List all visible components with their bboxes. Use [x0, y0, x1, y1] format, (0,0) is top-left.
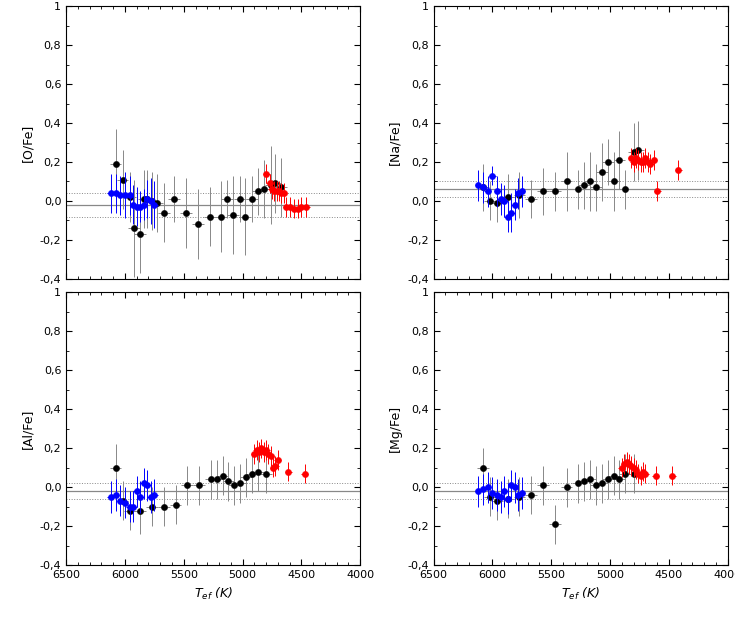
Y-axis label: [O/Fe]: [O/Fe]	[21, 124, 34, 161]
X-axis label: T$_{ef}$ (K): T$_{ef}$ (K)	[561, 586, 600, 602]
Y-axis label: [Mg/Fe]: [Mg/Fe]	[389, 406, 401, 452]
Y-axis label: [Al/Fe]: [Al/Fe]	[21, 409, 34, 449]
X-axis label: T$_{ef}$ (K): T$_{ef}$ (K)	[193, 586, 233, 602]
Y-axis label: [Na/Fe]: [Na/Fe]	[389, 120, 401, 165]
